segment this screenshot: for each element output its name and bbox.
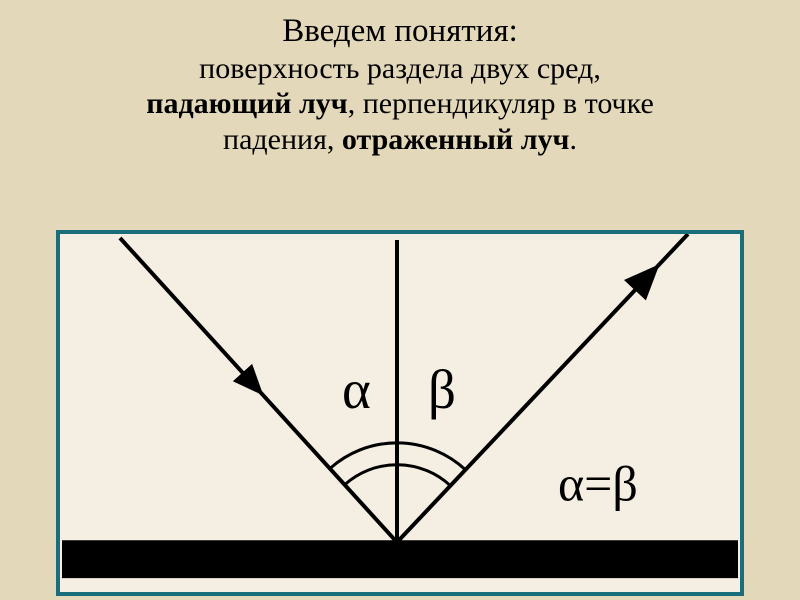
svg-text:β: β [428, 359, 456, 420]
reflection-diagram: αβ α=β [60, 234, 740, 592]
title-main: Введем понятия: [40, 12, 760, 51]
title-text-1: поверхность раздела двух сред, [199, 52, 601, 85]
svg-text:α=β: α=β [558, 457, 638, 512]
svg-text:α: α [342, 359, 371, 420]
title-sub: поверхность раздела двух сред, падающий … [40, 51, 760, 157]
title-bold-1: падающий луч [146, 87, 348, 120]
slide: Введем понятия: поверхность раздела двух… [0, 0, 800, 600]
title-text-3: падения, [223, 123, 342, 156]
diagram-frame: αβ α=β [56, 230, 744, 596]
slide-title-block: Введем понятия: поверхность раздела двух… [0, 0, 800, 159]
title-text-4: . [569, 123, 577, 156]
title-text-2: , перпендикуляр в точке [348, 87, 654, 120]
title-bold-2: отраженный луч [342, 123, 570, 156]
